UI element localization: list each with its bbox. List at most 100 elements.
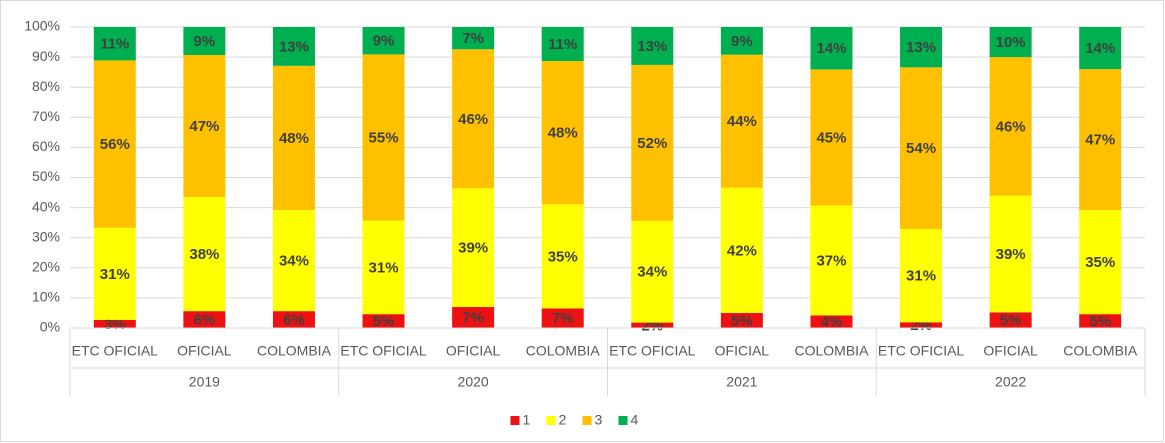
data-label: 37% xyxy=(816,252,846,269)
bar-segment xyxy=(183,54,226,198)
bar-segment xyxy=(452,306,495,328)
data-label: 48% xyxy=(279,130,309,147)
bar-segment xyxy=(989,27,1032,58)
data-label: 56% xyxy=(100,136,130,153)
data-label: 10% xyxy=(996,34,1026,51)
bar-segment xyxy=(989,57,1032,196)
x-tick-label: COLOMBIA xyxy=(1063,343,1138,359)
data-label: 6% xyxy=(283,312,305,329)
bar-segment xyxy=(183,311,226,328)
legend-label: 2 xyxy=(559,412,567,428)
bar-segment xyxy=(452,49,495,189)
data-label: 48% xyxy=(548,125,578,142)
bar-segment xyxy=(900,322,943,328)
bar-segment xyxy=(900,228,943,323)
bar-segment xyxy=(272,27,315,66)
data-label: 46% xyxy=(458,111,488,128)
bar-segment xyxy=(631,220,674,323)
data-label: 3% xyxy=(104,316,126,333)
data-label: 13% xyxy=(279,38,309,55)
data-label: 9% xyxy=(731,33,753,50)
data-label: 5% xyxy=(1000,312,1022,329)
bar-segment xyxy=(810,27,853,70)
x-tick-label: COLOMBIA xyxy=(795,343,870,359)
data-label: 34% xyxy=(279,253,309,270)
x-tick-label: ETC OFICIAL xyxy=(340,343,427,359)
data-label: 35% xyxy=(1085,254,1115,271)
data-label: 13% xyxy=(637,38,667,55)
data-label: 47% xyxy=(1085,132,1115,149)
legend-swatch xyxy=(618,416,628,425)
bar-segment xyxy=(272,311,315,328)
data-label: 46% xyxy=(996,118,1026,135)
data-label: 45% xyxy=(816,129,846,146)
data-label: 11% xyxy=(548,36,577,53)
x-tick-label: COLOMBIA xyxy=(526,343,601,359)
bar-segment xyxy=(900,67,943,229)
data-label: 39% xyxy=(996,246,1026,263)
x-tick-label: ETC OFICIAL xyxy=(72,343,159,359)
data-label: 38% xyxy=(189,246,219,263)
y-tick-label: 60% xyxy=(32,138,60,154)
bar-segment xyxy=(183,27,226,55)
data-label: 7% xyxy=(552,310,574,327)
bar-segment xyxy=(720,54,763,188)
group-label: 2022 xyxy=(995,374,1026,390)
bar-segment xyxy=(720,187,763,313)
bar-segment xyxy=(93,27,136,61)
bar-segment xyxy=(631,322,674,328)
y-tick-label: 100% xyxy=(24,18,60,34)
y-tick-label: 30% xyxy=(32,228,60,244)
bar-segment xyxy=(1079,27,1122,70)
bar-segment xyxy=(541,308,584,328)
data-label: 5% xyxy=(373,313,395,330)
data-label: 7% xyxy=(462,30,484,47)
bar-segment xyxy=(989,312,1032,328)
data-label: 31% xyxy=(369,259,399,276)
bar-segment xyxy=(720,27,763,55)
data-label: 14% xyxy=(1085,40,1115,57)
x-tick-label: OFICIAL xyxy=(983,343,1038,359)
group-label: 2020 xyxy=(458,374,489,390)
bar-segment xyxy=(183,197,226,312)
y-tick-label: 90% xyxy=(32,48,60,64)
bar-segment xyxy=(541,61,584,205)
y-tick-label: 10% xyxy=(32,289,60,305)
bar-segment xyxy=(720,312,763,328)
data-label: 52% xyxy=(637,135,667,152)
bar-segment xyxy=(989,195,1032,313)
group-label: 2019 xyxy=(189,374,220,390)
data-label: 13% xyxy=(906,39,936,56)
y-tick-label: 80% xyxy=(32,78,60,94)
bar-segment xyxy=(541,27,584,62)
bar-segment xyxy=(93,319,136,328)
data-label: 4% xyxy=(821,314,843,331)
data-label: 9% xyxy=(194,33,216,50)
bar-segment xyxy=(1079,210,1122,315)
y-tick-label: 40% xyxy=(32,198,60,214)
data-label: 35% xyxy=(548,248,578,265)
data-label: 42% xyxy=(727,242,757,259)
data-label: 14% xyxy=(816,40,846,57)
data-label: 9% xyxy=(373,33,395,50)
bar-segment xyxy=(1079,314,1122,328)
data-label: 34% xyxy=(637,264,667,281)
bar-segment xyxy=(362,54,405,221)
data-label: 31% xyxy=(100,266,130,283)
bar-segment xyxy=(631,64,674,221)
legend-label: 1 xyxy=(523,412,531,428)
data-label: 39% xyxy=(458,240,488,257)
data-label: 55% xyxy=(369,129,399,146)
data-label: 5% xyxy=(731,312,753,329)
bar-segment xyxy=(900,27,943,68)
legend-swatch xyxy=(510,416,520,425)
x-tick-label: OFICIAL xyxy=(177,343,232,359)
x-tick-label: COLOMBIA xyxy=(257,343,332,359)
bar-segment xyxy=(452,188,495,307)
data-label: 6% xyxy=(194,312,216,329)
data-label: 31% xyxy=(906,268,936,285)
bar-segment xyxy=(362,314,405,328)
x-tick-label: OFICIAL xyxy=(446,343,501,359)
x-tick-label: ETC OFICIAL xyxy=(609,343,696,359)
